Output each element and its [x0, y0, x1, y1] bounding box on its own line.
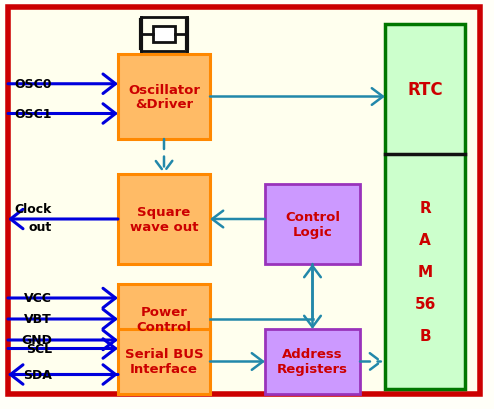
Bar [118, 55, 210, 139]
Text: B: B [419, 328, 431, 343]
Text: R: R [419, 200, 431, 216]
Bar [118, 329, 210, 394]
Bar [265, 329, 360, 394]
Text: OSC0: OSC0 [14, 78, 52, 91]
Bar [118, 175, 210, 264]
Text: Square
wave out: Square wave out [130, 205, 198, 234]
Text: VBT: VBT [24, 313, 52, 326]
Text: VCC: VCC [24, 292, 52, 305]
Text: SDA: SDA [23, 368, 52, 381]
Text: RTC: RTC [407, 81, 443, 99]
Text: Oscillator
&Driver: Oscillator &Driver [128, 83, 200, 111]
Text: GND: GND [21, 334, 52, 347]
Text: out: out [29, 221, 52, 234]
Text: M: M [417, 264, 433, 279]
Text: Address
Registers: Address Registers [277, 348, 348, 375]
Bar [118, 284, 210, 354]
Text: 56: 56 [414, 296, 436, 311]
Text: SCL: SCL [26, 342, 52, 355]
Text: Power
Control: Power Control [136, 305, 192, 333]
Text: A: A [419, 232, 431, 247]
Bar [153, 27, 175, 43]
Bar [385, 25, 465, 389]
Text: Serial BUS
Interface: Serial BUS Interface [124, 348, 204, 375]
Text: OSC1: OSC1 [14, 108, 52, 121]
Text: Control
Logic: Control Logic [285, 211, 340, 238]
Text: Clock: Clock [15, 203, 52, 216]
Bar [265, 184, 360, 264]
